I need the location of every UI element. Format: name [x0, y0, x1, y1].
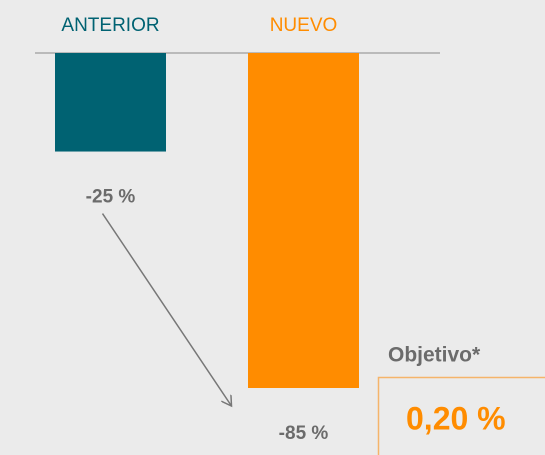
- target-box: [377, 376, 545, 455]
- category-label: ANTERIOR: [61, 15, 159, 36]
- category-label: NUEVO: [270, 15, 338, 36]
- value-label: -25 %: [86, 187, 136, 208]
- annotation-label: Objetivo*: [388, 344, 481, 367]
- arrow: [101, 213, 232, 406]
- bar: [55, 53, 166, 152]
- value-label: -85 %: [279, 423, 329, 444]
- target-value: 0,20 %: [406, 400, 506, 436]
- bar: [248, 53, 359, 388]
